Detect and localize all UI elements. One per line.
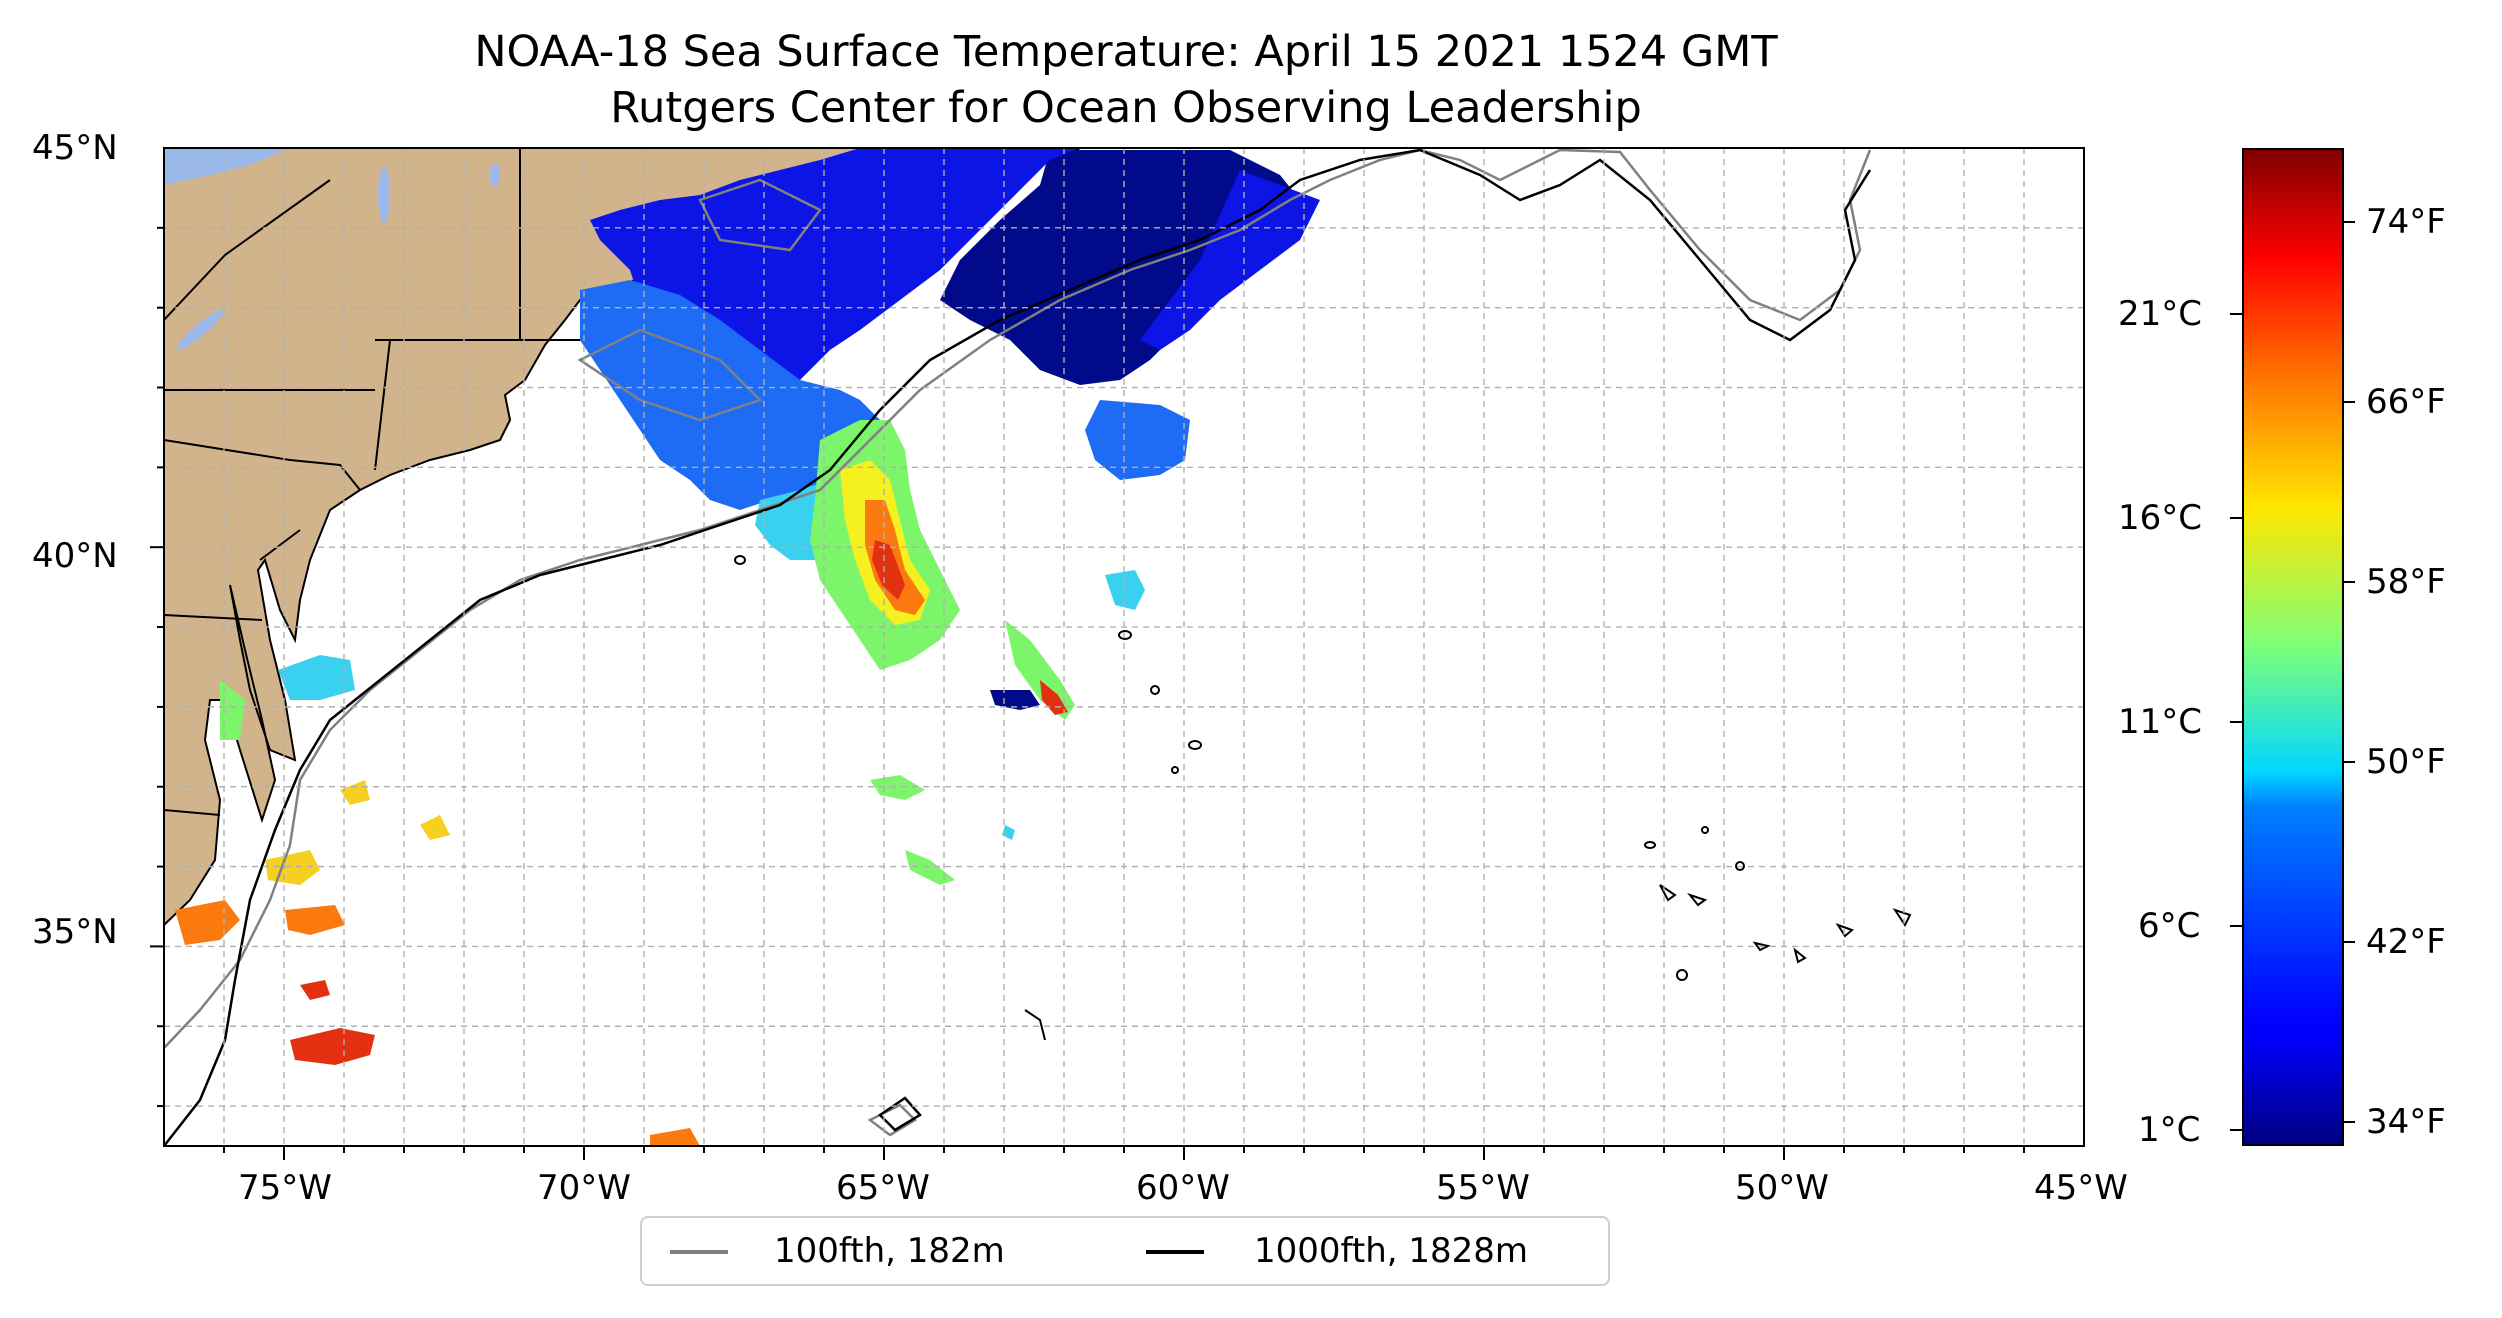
lon-tick-label: 65°W: [836, 1168, 930, 1208]
colorbar-ticks: [2230, 221, 2355, 1131]
lon-tick-label: 60°W: [1136, 1168, 1230, 1208]
legend: 100fth, 182m 1000fth, 1828m: [640, 1216, 1610, 1286]
colorbar-fahrenheit-label: 58°F: [2366, 562, 2446, 602]
colorbar-celsius-label: 21°C: [2118, 294, 2203, 334]
legend-swatch-100fth: [670, 1250, 728, 1254]
colorbar-fahrenheit-label: 74°F: [2366, 202, 2446, 242]
colorbar-fahrenheit-label: 66°F: [2366, 382, 2446, 422]
lon-tick-label: 50°W: [1735, 1168, 1829, 1208]
colorbar-fahrenheit-label: 34°F: [2366, 1102, 2446, 1142]
colorbar-fahrenheit-label: 42°F: [2366, 922, 2446, 962]
gridlines: [164, 148, 2084, 1146]
chart-title-line2: Rutgers Center for Ocean Observing Leade…: [610, 83, 1642, 133]
legend-label-100fth: 100fth, 182m: [774, 1231, 1005, 1271]
lon-tick-label: 75°W: [238, 1168, 332, 1208]
legend-label-1000fth: 1000fth, 1828m: [1254, 1231, 1529, 1271]
colorbar: [2242, 148, 2344, 1146]
lon-tick-label: 70°W: [537, 1168, 631, 1208]
lat-tick-label: 45°N: [32, 128, 118, 168]
colorbar-fahrenheit-label: 50°F: [2366, 742, 2446, 782]
lon-tick-label: 45°W: [2034, 1168, 2128, 1208]
colorbar-celsius-label: 16°C: [2118, 498, 2203, 538]
lat-tick-label: 40°N: [32, 536, 118, 576]
legend-swatch-1000fth: [1146, 1250, 1204, 1254]
chart-title-line1: NOAA-18 Sea Surface Temperature: April 1…: [474, 27, 1778, 77]
colorbar-celsius-label: 11°C: [2118, 702, 2203, 742]
lat-tick-label: 35°N: [32, 912, 118, 952]
seamount-contours: [734, 555, 1912, 1041]
lon-tick-label: 55°W: [1436, 1168, 1530, 1208]
isobath-1000fth: [164, 148, 1872, 1146]
colorbar-celsius-label: 1°C: [2138, 1110, 2201, 1150]
colorbar-celsius-label: 6°C: [2138, 906, 2201, 946]
axis-tick-marks: [150, 226, 2025, 1160]
